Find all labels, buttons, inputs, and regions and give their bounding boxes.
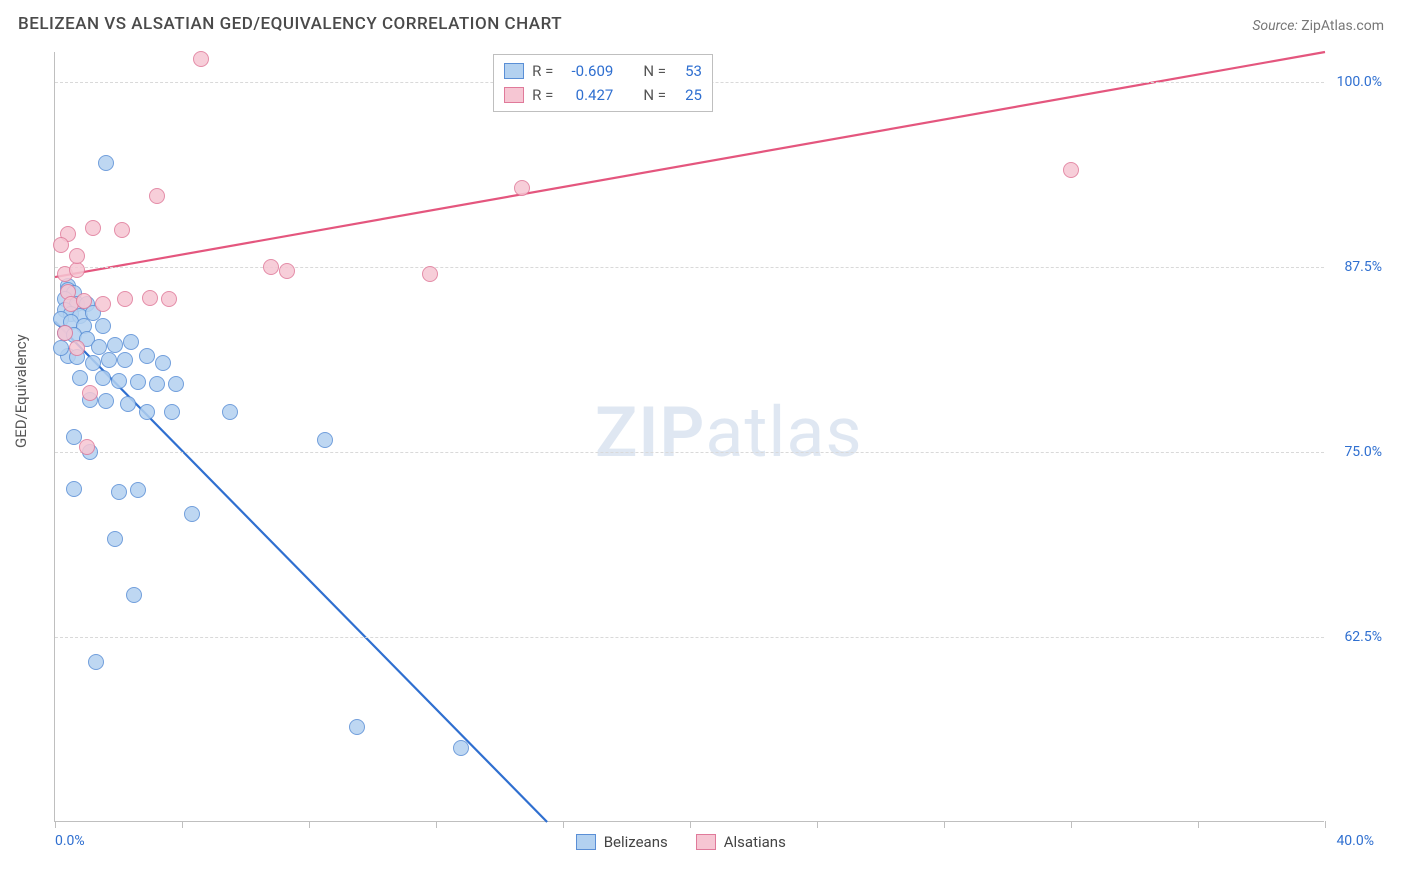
data-point	[85, 220, 101, 236]
data-point	[164, 404, 180, 420]
data-point	[53, 340, 69, 356]
x-tick	[690, 821, 691, 828]
data-point	[149, 376, 165, 392]
data-point	[98, 393, 114, 409]
gridline	[55, 637, 1324, 638]
legend-swatch	[504, 87, 524, 103]
x-tick	[436, 821, 437, 828]
data-point	[139, 404, 155, 420]
data-point	[111, 373, 127, 389]
data-point	[117, 291, 133, 307]
y-tick-label: 62.5%	[1344, 629, 1382, 645]
trend-lines	[55, 52, 1325, 822]
data-point	[53, 237, 69, 253]
data-point	[279, 263, 295, 279]
x-tick	[1071, 821, 1072, 828]
y-tick-label: 75.0%	[1344, 444, 1382, 460]
data-point	[88, 654, 104, 670]
r-label: R =	[532, 86, 553, 104]
data-point	[98, 155, 114, 171]
data-point	[95, 370, 111, 386]
data-point	[422, 266, 438, 282]
legend-swatch	[576, 834, 596, 850]
x-tick	[309, 821, 310, 828]
legend-row: R = -0.609 N = 53	[504, 59, 702, 83]
data-point	[222, 404, 238, 420]
r-label: R =	[532, 62, 553, 80]
legend-swatch	[696, 834, 716, 850]
x-tick	[817, 821, 818, 828]
x-max-label: 40.0%	[1336, 833, 1374, 849]
data-point	[69, 248, 85, 264]
data-point	[317, 432, 333, 448]
data-point	[130, 482, 146, 498]
y-tick-label: 100.0%	[1337, 74, 1382, 90]
correlation-legend: R = -0.609 N = 53 R = 0.427 N = 25	[493, 54, 713, 112]
n-value: 53	[674, 62, 702, 80]
data-point	[184, 506, 200, 522]
data-point	[107, 337, 123, 353]
source-label: Source: ZipAtlas.com	[1252, 18, 1384, 34]
data-point	[114, 222, 130, 238]
legend-item: Alsatians	[696, 833, 786, 851]
data-point	[126, 587, 142, 603]
data-point	[514, 180, 530, 196]
data-point	[263, 259, 279, 275]
data-point	[72, 370, 88, 386]
data-point	[349, 719, 365, 735]
source-name: ZipAtlas.com	[1301, 18, 1384, 34]
n-label: N =	[643, 62, 666, 80]
data-point	[95, 296, 111, 312]
gridline	[55, 267, 1324, 268]
legend-item: Belizeans	[576, 833, 668, 851]
x-tick	[55, 821, 56, 828]
data-point	[69, 340, 85, 356]
data-point	[120, 396, 136, 412]
data-point	[161, 291, 177, 307]
x-min-label: 0.0%	[55, 833, 85, 849]
data-point	[155, 355, 171, 371]
y-tick-label: 87.5%	[1344, 259, 1382, 275]
data-point	[1063, 162, 1079, 178]
data-point	[453, 740, 469, 756]
data-point	[66, 481, 82, 497]
data-point	[95, 318, 111, 334]
legend-row: R = 0.427 N = 25	[504, 83, 702, 107]
y-axis-label: GED/Equivalency	[12, 334, 30, 448]
data-point	[168, 376, 184, 392]
data-point	[101, 352, 117, 368]
data-point	[193, 51, 209, 67]
legend-swatch	[504, 63, 524, 79]
data-point	[107, 531, 123, 547]
data-point	[130, 374, 146, 390]
data-point	[76, 293, 92, 309]
data-point	[79, 439, 95, 455]
series-legend: Belizeans Alsatians	[576, 833, 786, 851]
x-tick	[182, 821, 183, 828]
data-point	[117, 352, 133, 368]
data-point	[139, 348, 155, 364]
x-tick	[1325, 821, 1326, 828]
r-value: 0.427	[561, 86, 613, 104]
x-tick	[944, 821, 945, 828]
chart-title: BELIZEAN VS ALSATIAN GED/EQUIVALENCY COR…	[18, 14, 562, 34]
data-point	[111, 484, 127, 500]
data-point	[82, 385, 98, 401]
data-point	[57, 325, 73, 341]
source-prefix: Source:	[1252, 18, 1301, 34]
n-value: 25	[674, 86, 702, 104]
r-value: -0.609	[561, 62, 613, 80]
x-tick	[1198, 821, 1199, 828]
plot-area: ZIPatlas 62.5%75.0%87.5%100.0%0.0%40.0%R…	[54, 52, 1324, 822]
data-point	[149, 188, 165, 204]
data-point	[142, 290, 158, 306]
gridline	[55, 452, 1324, 453]
n-label: N =	[643, 86, 666, 104]
x-tick	[563, 821, 564, 828]
legend-label: Belizeans	[604, 833, 668, 851]
data-point	[85, 355, 101, 371]
data-point	[123, 334, 139, 350]
legend-label: Alsatians	[724, 833, 786, 851]
